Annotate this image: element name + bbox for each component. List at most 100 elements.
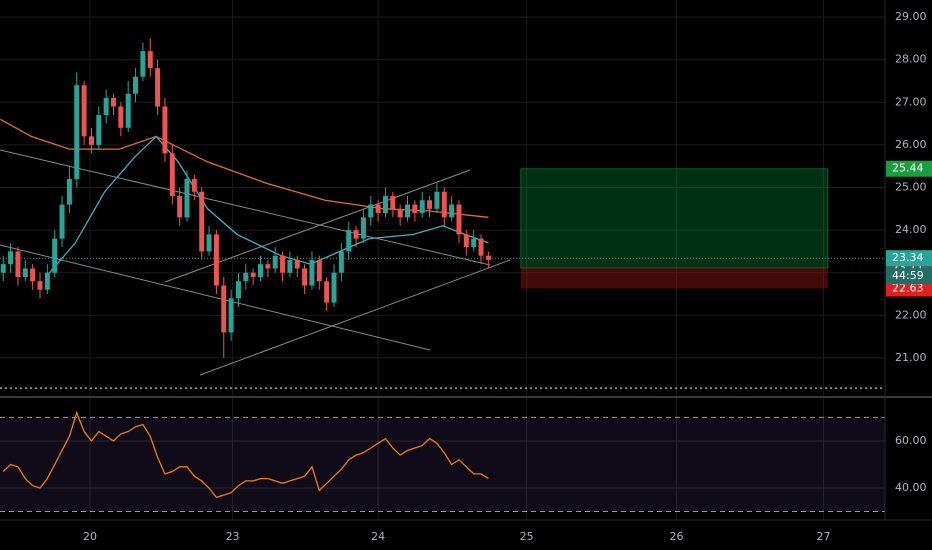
candle-body: [191, 178, 197, 192]
candle-body: [309, 259, 315, 286]
candle-body: [478, 238, 484, 256]
candle-body: [280, 255, 286, 273]
candle-body: [427, 200, 433, 209]
y-tick-label: 22.00: [895, 308, 927, 321]
candle-body: [265, 264, 271, 269]
price-tag: [886, 280, 932, 297]
candle-body: [243, 272, 249, 282]
y-tick-label: 28.00: [895, 53, 927, 66]
candle-body: [15, 251, 21, 277]
candle-body: [235, 281, 241, 299]
candle-body: [346, 230, 352, 252]
candle-body: [368, 204, 374, 218]
y-tick-label: 25.00: [895, 180, 927, 193]
candle-body: [125, 93, 131, 128]
trend-line: [0, 149, 491, 266]
candle-body: [81, 85, 87, 137]
candle-body: [360, 217, 366, 239]
x-tick-label: 26: [670, 530, 684, 543]
candle-body: [272, 255, 278, 269]
trend-line: [199, 259, 511, 376]
candle-body: [485, 255, 491, 260]
y-tick-label: 26.00: [895, 138, 927, 151]
price-tag-label: 22.63: [892, 281, 924, 294]
candle-body: [110, 98, 116, 107]
marks-layer: [0, 38, 491, 499]
candle-body: [397, 208, 403, 218]
candle-body: [52, 238, 58, 273]
candle-body: [44, 272, 50, 290]
candle-body: [405, 204, 411, 218]
price-tag: [886, 160, 932, 177]
candle-body: [316, 259, 322, 282]
price-tag-label: 23.34: [892, 251, 924, 264]
position-layer: [0, 168, 885, 389]
candle-body: [258, 264, 264, 277]
target-zone: [520, 168, 829, 269]
candle-body: [353, 230, 359, 239]
x-tick-label: 23: [226, 530, 240, 543]
candle-body: [221, 285, 227, 333]
price-tag: [886, 250, 932, 267]
x-tick-label: 25: [520, 530, 534, 543]
y-tick-label: 24.00: [895, 223, 927, 236]
candle-body: [169, 153, 175, 197]
candle-body: [118, 106, 124, 128]
stop-zone: [520, 268, 828, 289]
candle-body: [390, 196, 396, 209]
candle-body: [324, 281, 330, 303]
y-tick-label: 60.00: [895, 434, 927, 447]
candle-body: [147, 51, 153, 69]
candle-body: [103, 98, 109, 116]
candle-body: [471, 238, 477, 248]
candle-body: [177, 196, 183, 218]
moving-average: [45, 135, 489, 278]
candle-body: [434, 191, 440, 209]
y-tick-label: 27.00: [895, 95, 927, 108]
candle-body: [66, 178, 72, 205]
candle-body: [0, 264, 6, 273]
candle-body: [228, 298, 234, 333]
candle-body: [74, 85, 80, 179]
rsi-band-fill: [0, 417, 885, 512]
candle-body: [155, 68, 161, 107]
candle-body: [199, 191, 205, 252]
candle-body: [30, 268, 36, 282]
labels-layer: 20232425262721.0022.0023.0024.0025.0026.…: [83, 10, 932, 543]
candle-body: [37, 281, 43, 290]
candle-body: [8, 251, 14, 265]
price-tag-label: 25.44: [892, 162, 924, 175]
trend-line: [0, 244, 431, 351]
countdown-tag: [886, 268, 932, 285]
candle-body: [441, 191, 447, 218]
candle-body: [140, 51, 146, 77]
candle-body: [412, 204, 418, 214]
candle-body: [419, 200, 425, 214]
candle-body: [382, 196, 388, 214]
candle-body: [250, 272, 256, 277]
y-tick-label: 29.00: [895, 10, 927, 23]
x-tick-label: 24: [371, 530, 385, 543]
candle-body: [96, 115, 102, 145]
candle-body: [449, 204, 455, 218]
rsi-line: [2, 410, 489, 499]
candle-body: [184, 178, 190, 218]
candle-body: [463, 234, 469, 248]
candle-body: [133, 76, 139, 94]
candle-body: [302, 268, 308, 286]
x-tick-label: 20: [83, 530, 97, 543]
candle-body: [162, 106, 168, 154]
candle-body: [88, 136, 94, 145]
countdown-label: 44:59: [892, 269, 924, 282]
candle-body: [22, 268, 28, 277]
candle-body: [331, 272, 337, 303]
y-tick-label: 40.00: [895, 481, 927, 494]
x-tick-label: 27: [817, 530, 831, 543]
candle-body: [206, 234, 212, 252]
candle-body: [213, 234, 219, 286]
candle-body: [456, 204, 462, 235]
candle-body: [375, 204, 381, 214]
candle-body: [59, 204, 65, 239]
y-tick-label: 21.00: [895, 351, 927, 364]
